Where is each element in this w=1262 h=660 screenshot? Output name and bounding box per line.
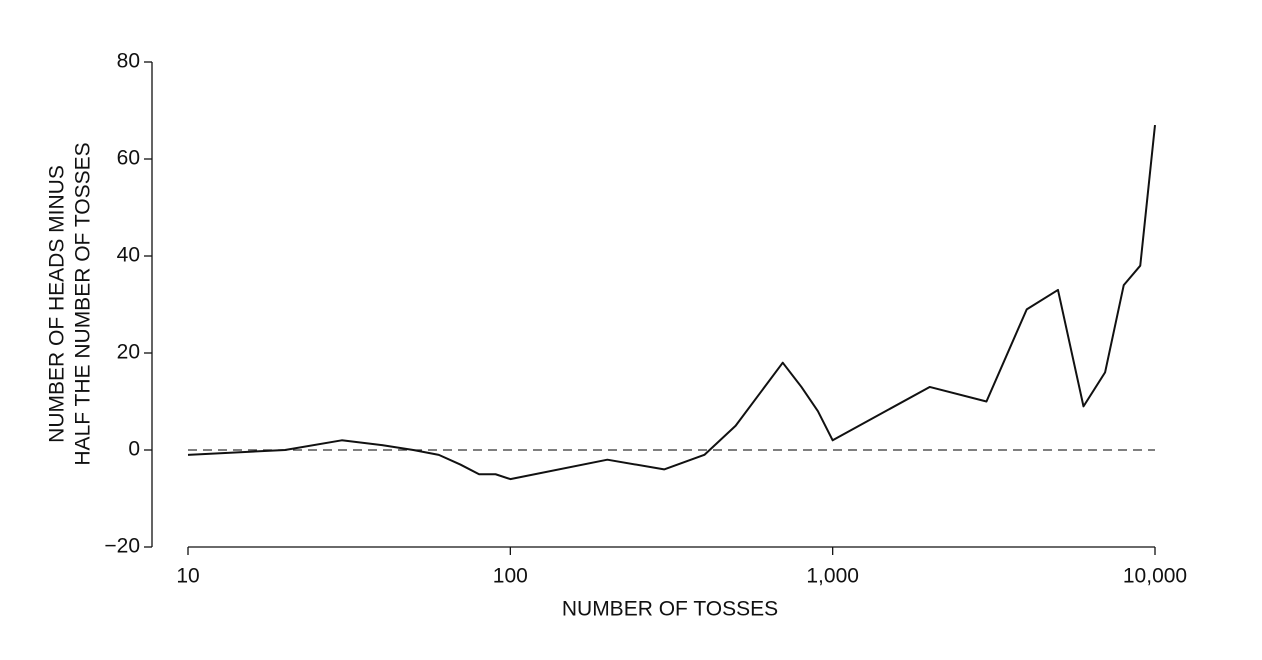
y-tick-label: 60 [117, 147, 140, 170]
y-tick-label: 0 [128, 438, 140, 461]
x-tick-label: 100 [493, 565, 528, 588]
y-axis-label: NUMBER OF HEADS MINUS HALF THE NUMBER OF… [46, 142, 95, 465]
x-tick-label: 10,000 [1123, 565, 1187, 588]
data-line [187, 124, 1156, 481]
x-tick-label: 1,000 [806, 565, 859, 588]
y-axis-label-line: NUMBER OF HEADS MINUS [46, 165, 69, 443]
x-axis-label: NUMBER OF TOSSES [562, 598, 778, 621]
y-tick-label: −20 [104, 535, 140, 558]
y-axis-label-line: HALF THE NUMBER OF TOSSES [72, 142, 95, 465]
x-tick-label: 10 [176, 565, 199, 588]
y-tick-label: 40 [117, 244, 140, 267]
y-tick-label: 20 [117, 341, 140, 364]
y-tick-label: 80 [117, 50, 140, 73]
